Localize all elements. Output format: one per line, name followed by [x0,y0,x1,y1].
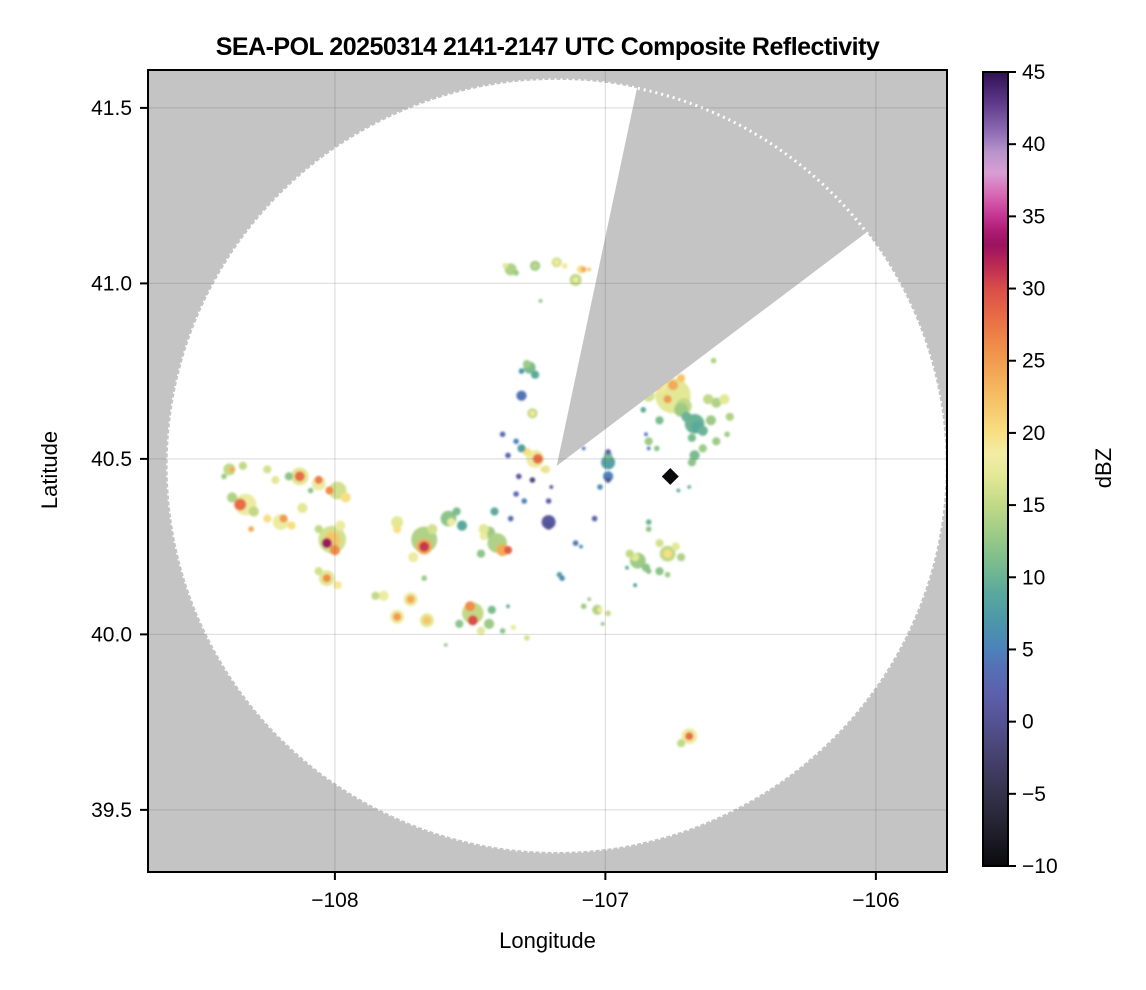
x-tick-label: −106 [852,889,899,912]
colorbar-tick-label: 5 [1022,638,1034,661]
colorbar-tick-label: 20 [1022,422,1045,445]
map-area [148,70,947,872]
y-axis-label: Latitude [37,430,62,510]
colorbar-label: dBZ [1091,447,1116,489]
coverage-edge-speckle [166,78,947,854]
y-axis-ticks [140,106,148,811]
colorbar-border [982,71,1009,867]
colorbar-tick-label: 10 [1022,566,1045,589]
x-tick-label: −107 [582,889,629,912]
colorbar-tick-label: 15 [1022,494,1045,517]
gridlines [148,70,947,872]
y-tick-label: 41.5 [91,97,132,120]
x-tick-label: −108 [311,889,358,912]
x-axis-label: Longitude [499,928,596,953]
colorbar-tick-label: 0 [1022,711,1034,734]
y-tick-label: 40.5 [91,448,132,471]
x-axis-ticks [333,872,877,880]
reflectivity-echoes [221,257,734,748]
colorbar-ticks [1008,71,1016,867]
colorbar-tick-label: 45 [1022,61,1045,84]
colorbar-tick-label: −5 [1022,783,1046,806]
y-tick-label: 40.0 [91,623,132,646]
colorbar [983,72,1008,866]
colorbar-tick-label: 25 [1022,350,1045,373]
chart-title: SEA-POL 20250314 2141-2147 UTC Composite… [215,33,880,61]
blocked-sector-wedge [556,70,947,466]
y-tick-label: 39.5 [91,799,132,822]
colorbar-tick-label: 35 [1022,205,1045,228]
y-tick-label: 41.0 [91,272,132,295]
colorbar-tick-label: −10 [1022,855,1058,878]
colorbar-tick-label: 30 [1022,278,1045,301]
no-data-diamond-marker [661,467,679,485]
colorbar-tick-label: 40 [1022,133,1045,156]
plot-border [147,69,948,873]
